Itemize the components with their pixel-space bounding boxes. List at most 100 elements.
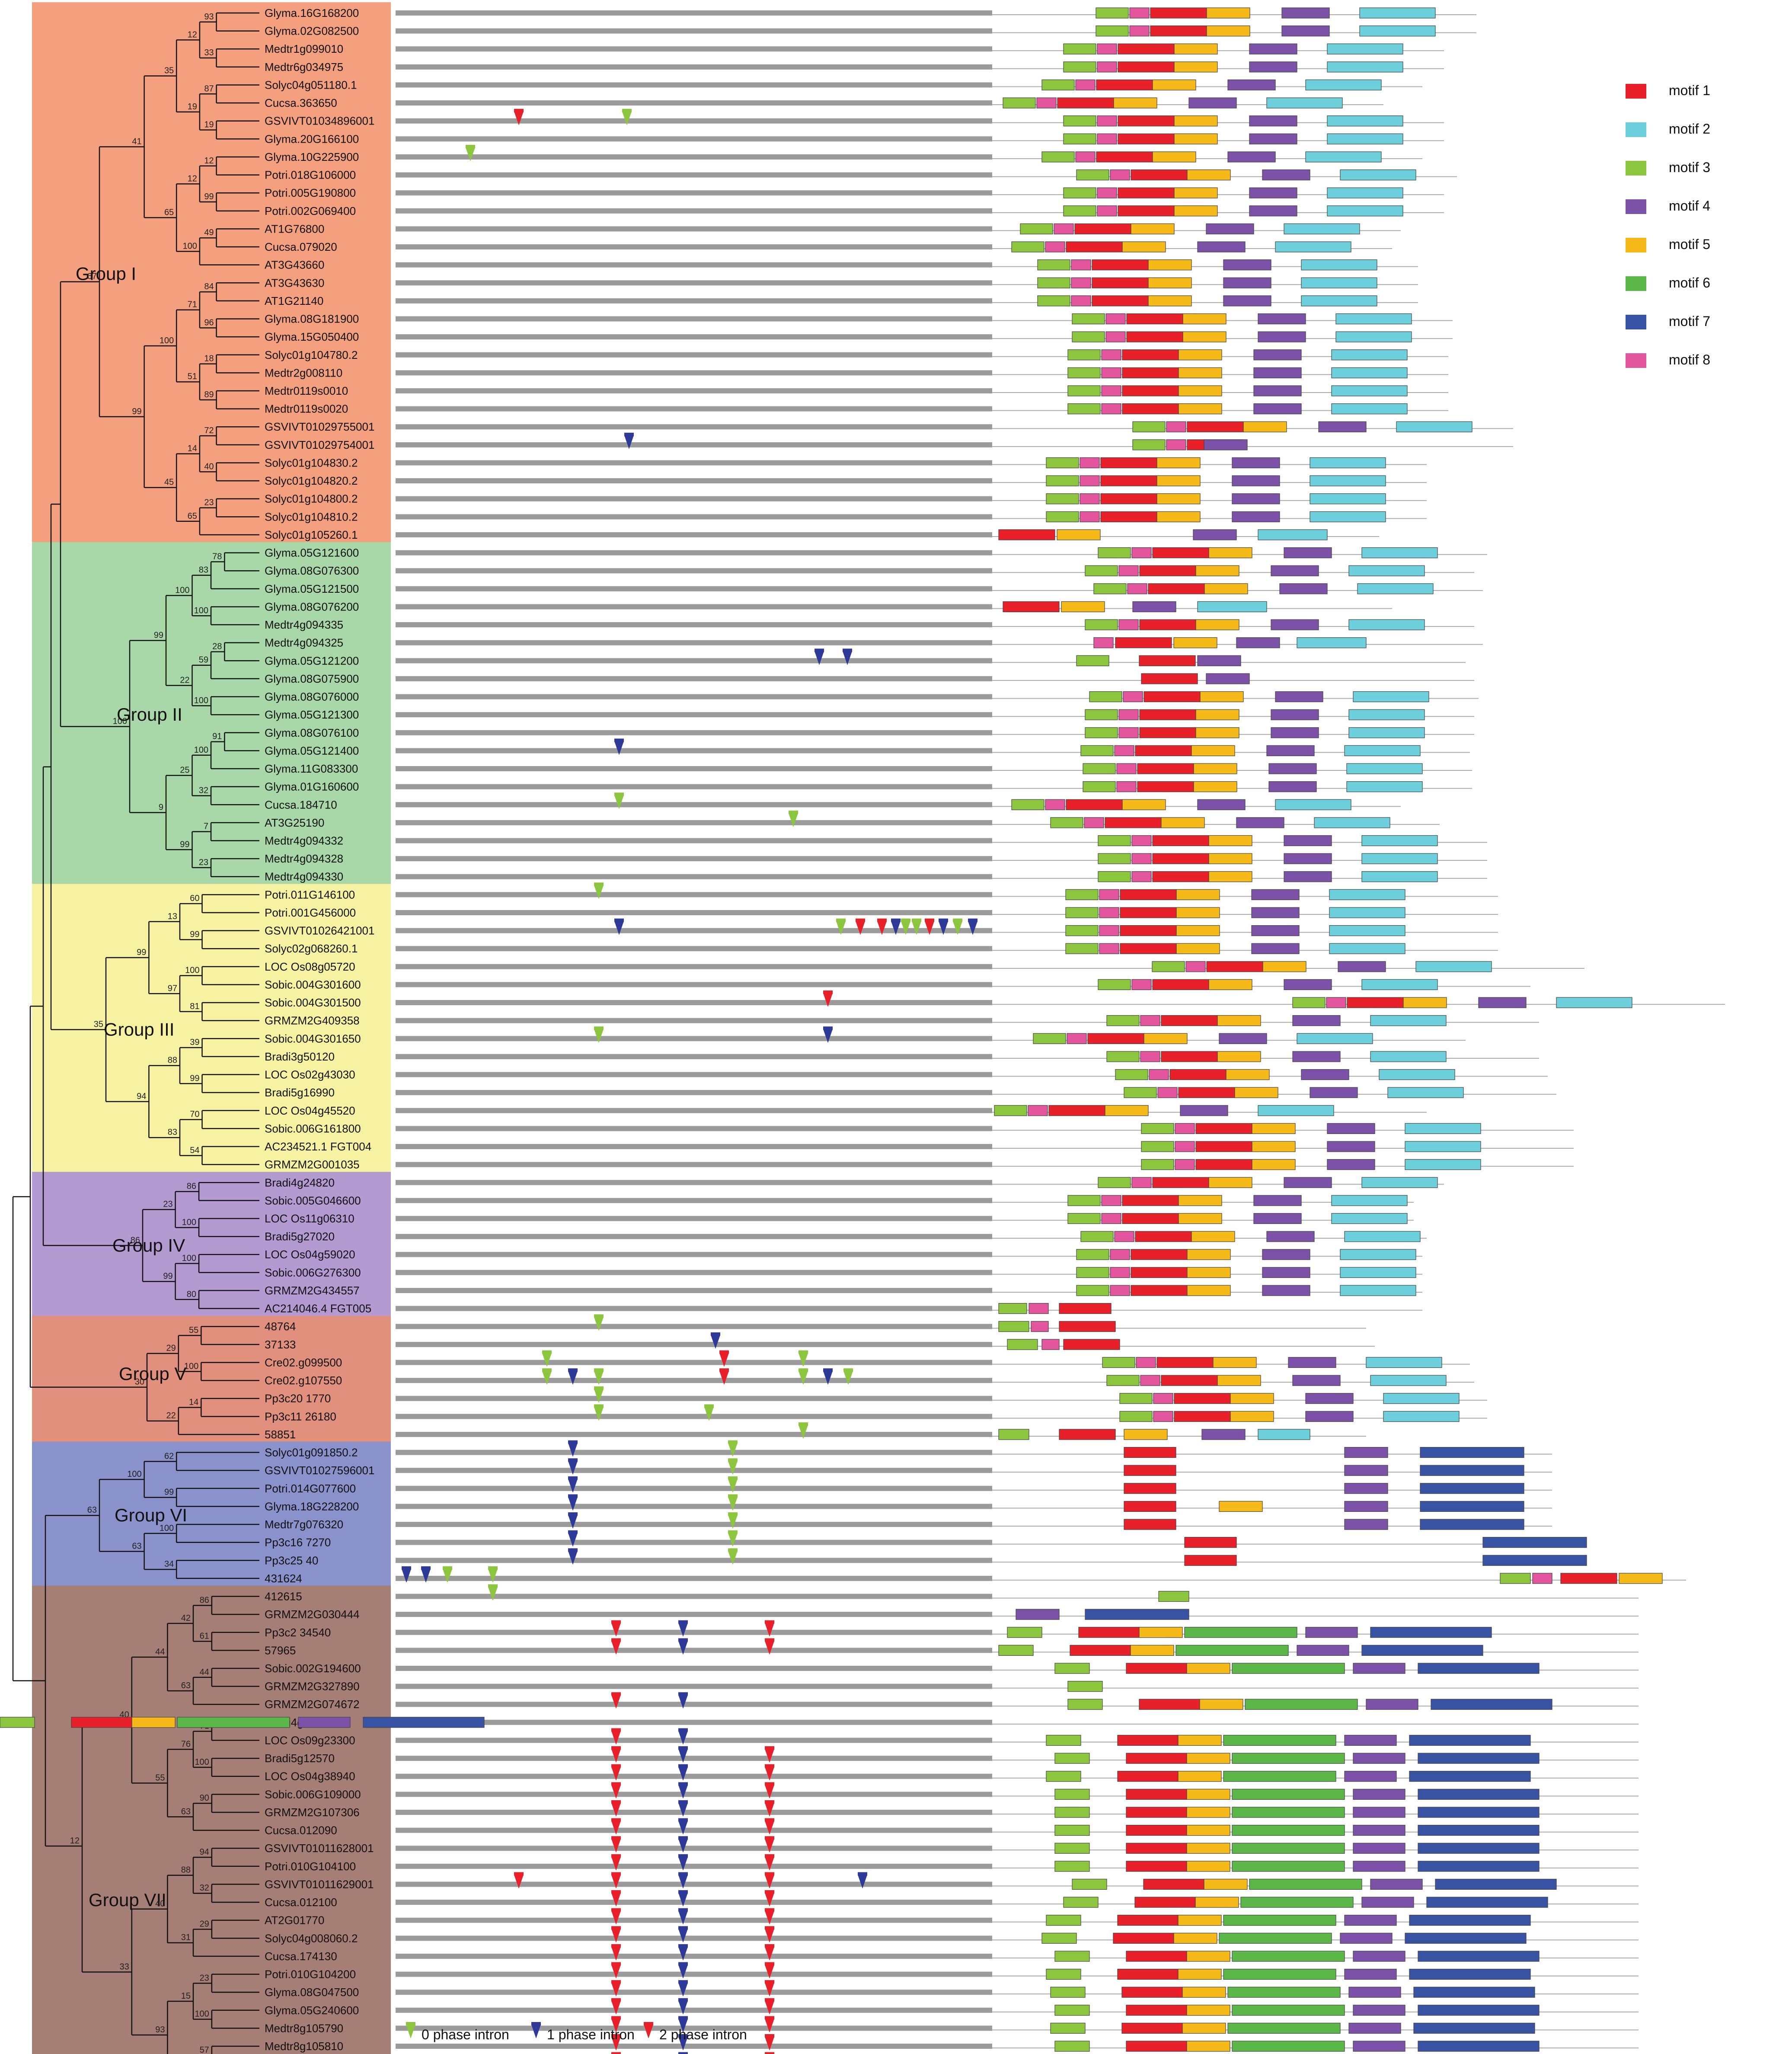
motif-1-box — [1139, 709, 1196, 720]
motif-4-box — [1292, 1375, 1341, 1386]
motif-4-box — [1249, 115, 1297, 127]
intron-marker — [678, 1785, 688, 1799]
intron-marker — [678, 1983, 688, 1997]
motif-1-box — [1137, 763, 1194, 774]
motif-7-box — [1418, 1807, 1540, 1818]
legend-label: motif 4 — [1669, 198, 1710, 214]
bootstrap-value: 18 — [204, 354, 214, 364]
bootstrap-value: 100 — [113, 716, 127, 726]
motif-5-box — [1178, 1968, 1222, 1980]
intron-marker-cap — [799, 1368, 808, 1372]
intron-marker-cap — [594, 1026, 604, 1030]
motif-8-box — [1036, 97, 1057, 109]
motif-7-box — [1418, 1824, 1540, 1836]
intron-marker — [765, 1802, 774, 1817]
intron-marker — [765, 1946, 774, 1961]
motif-8-box — [1075, 151, 1096, 163]
motif-1-box — [1137, 781, 1194, 792]
motif-8-box — [1149, 1069, 1169, 1080]
motif-6-box — [1232, 1824, 1345, 1836]
gene-structure-bar — [396, 1504, 992, 1509]
bootstrap-value: 63 — [87, 1505, 97, 1515]
motif-8-box — [1080, 475, 1100, 486]
motif-1-box — [1139, 565, 1196, 576]
motif-3-box — [1076, 1285, 1109, 1296]
motif-5-box — [1122, 799, 1166, 810]
motif-3-box — [1054, 1861, 1090, 1872]
motif-3-box — [1046, 511, 1079, 522]
motif-8-box — [1116, 781, 1137, 792]
gene-label: LOC Os11g06310 — [265, 1212, 355, 1225]
intron-marker — [704, 1407, 714, 1421]
intron-marker — [611, 2019, 621, 2033]
motif-3-box — [1106, 1051, 1140, 1062]
gene-structure-bar — [396, 1018, 992, 1023]
motif-1-box — [1122, 385, 1179, 396]
intron-marker-cap — [421, 1566, 431, 1570]
motif-4-box — [1292, 1051, 1341, 1062]
motif-1-box — [1122, 349, 1179, 361]
intron-marker-cap — [789, 810, 798, 814]
motif-5-box — [1191, 1231, 1235, 1242]
intron-marker — [678, 1875, 688, 1889]
motif-1-box — [1118, 187, 1175, 198]
motif-1-box — [1152, 871, 1209, 882]
gene-label: Sobic.006G109000 — [265, 1788, 361, 1801]
bootstrap-value: 32 — [200, 1883, 209, 1893]
gene-structure-bar — [396, 1917, 992, 1923]
intron-marker — [542, 1371, 552, 1385]
intron-marker-cap — [614, 738, 624, 742]
motif-5-box — [1186, 2005, 1230, 2016]
intron-marker-cap — [765, 1800, 774, 1804]
motif-4-box — [1249, 43, 1297, 54]
bootstrap-value: 57 — [200, 2045, 209, 2054]
motif-8-box — [1045, 799, 1065, 810]
gene-structure-bar — [396, 658, 992, 664]
motif-1-box — [1178, 1087, 1235, 1098]
bootstrap-value: 100 — [185, 966, 199, 975]
motif-6-box — [1176, 1645, 1289, 1656]
motif-8-box — [1153, 1411, 1173, 1422]
intron-marker — [678, 1749, 688, 1763]
intron-marker-cap — [901, 918, 910, 922]
gene-label: AT2G01770 — [265, 1914, 324, 1927]
intron-legend-marker — [406, 2025, 415, 2038]
motif-2-box — [1359, 26, 1436, 37]
intron-marker — [678, 2000, 688, 2015]
motif-2-box — [1383, 1393, 1460, 1404]
motif-5-box — [1195, 565, 1239, 576]
motif-6-box — [1232, 1807, 1345, 1818]
motif-1-box — [1139, 655, 1196, 666]
gene-label: Glyma.18G228200 — [265, 1500, 359, 1513]
motif-3-box — [1119, 1393, 1153, 1404]
motif-3-box — [1037, 259, 1070, 271]
motif-1-box — [1057, 97, 1114, 109]
motif-3-box — [1007, 1627, 1042, 1638]
motif-5-box — [1156, 511, 1201, 522]
motif-3-box — [1132, 421, 1166, 432]
bootstrap-value: 7 — [204, 822, 208, 831]
intron-marker — [728, 1497, 738, 1511]
gene-label: LOC Os04g38940 — [265, 1770, 355, 1783]
gene-structure-bar — [396, 388, 992, 394]
motif-2-box — [1331, 403, 1408, 415]
motif-4-box — [1344, 1968, 1397, 1980]
motif-2-box — [1361, 547, 1438, 559]
motif-5-box — [1226, 1069, 1270, 1080]
bootstrap-value: 42 — [181, 1613, 191, 1623]
intron-marker-cap — [765, 1908, 774, 1912]
motif-1-box — [1131, 169, 1188, 181]
intron-marker — [611, 2000, 621, 2015]
gene-structure-bar — [396, 262, 992, 268]
intron-marker-cap — [728, 1494, 738, 1498]
intron-marker-cap — [611, 2016, 621, 2020]
intron-marker — [765, 1767, 774, 1781]
motif-4-box — [1201, 1429, 1246, 1440]
motif-4-box — [1353, 1789, 1405, 1800]
gene-structure-bar — [396, 730, 992, 735]
motif-3-box — [1141, 1141, 1174, 1152]
intron-marker-cap — [765, 1638, 774, 1642]
bootstrap-value: 9 — [159, 802, 163, 812]
motif-7-box — [363, 1717, 485, 1728]
gene-label: 37133 — [265, 1338, 296, 1351]
